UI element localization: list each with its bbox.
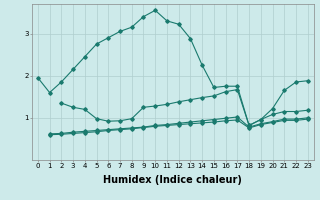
X-axis label: Humidex (Indice chaleur): Humidex (Indice chaleur): [103, 175, 242, 185]
